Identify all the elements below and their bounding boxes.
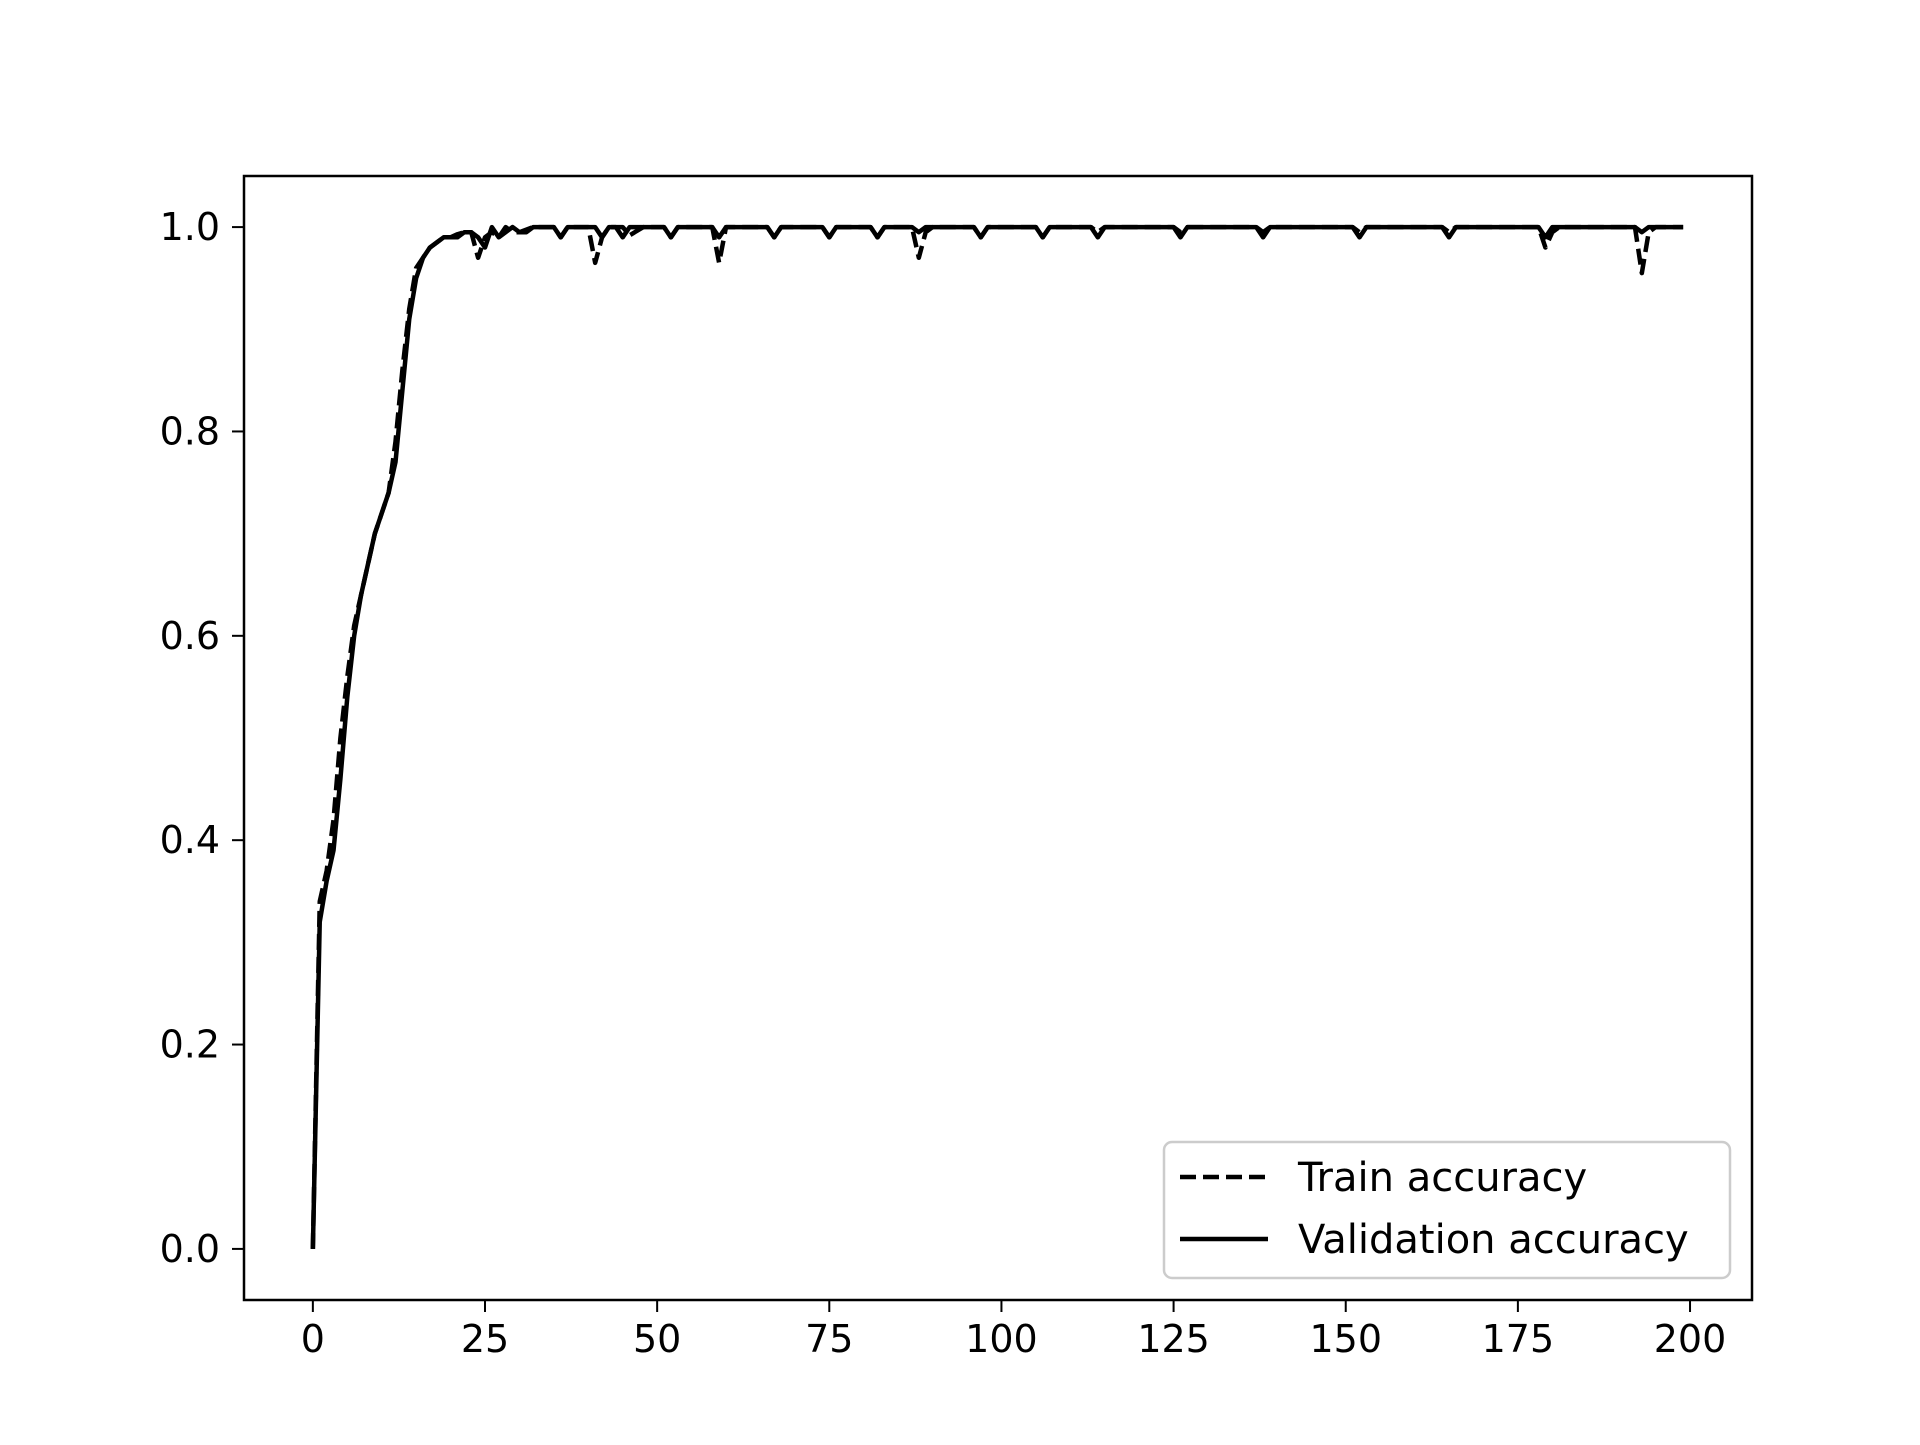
plot-frame [242, 174, 1754, 1302]
legend-label-train: Train accuracy [1297, 1155, 1587, 1201]
x-tick-label: 75 [805, 1317, 853, 1361]
y-tick-label: 0.4 [160, 818, 220, 862]
y-tick-label: 1.0 [160, 205, 220, 249]
legend: Train accuracy Validation accuracy [1162, 1140, 1732, 1280]
series-layer [310, 224, 1684, 1249]
legend-box [1162, 1140, 1732, 1280]
y-tick-label: 0.2 [160, 1023, 220, 1067]
x-tick-label: 50 [633, 1317, 681, 1361]
series-line-validation-accuracy [310, 224, 1684, 1249]
y-tick-label: 0.6 [160, 614, 220, 658]
axes-layer: 0 25 50 75 100 125 150 175 200 0.0 0.2 0.4 0.6 0.8 1.0 [160, 174, 1754, 1361]
legend-label-validation: Validation accuracy [1298, 1217, 1689, 1263]
x-tick-label: 150 [1309, 1317, 1382, 1361]
x-tick-label: 25 [461, 1317, 509, 1361]
y-tick-label: 0.8 [160, 409, 220, 453]
x-tick-label: 100 [965, 1317, 1038, 1361]
x-tick-label: 125 [1137, 1317, 1210, 1361]
x-tick-label: 175 [1482, 1317, 1555, 1361]
x-tick-label: 200 [1654, 1317, 1727, 1361]
y-tick-label: 0.0 [160, 1227, 220, 1271]
x-tick-label: 0 [301, 1317, 325, 1361]
